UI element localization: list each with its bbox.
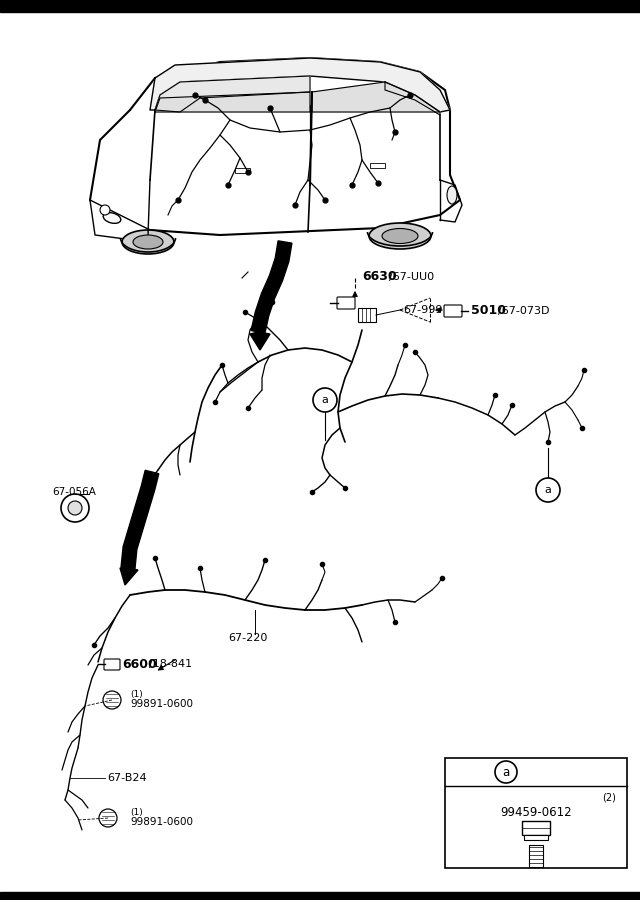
Text: (1): (1) bbox=[130, 689, 143, 698]
Text: 67-220: 67-220 bbox=[228, 633, 268, 643]
Text: 6600: 6600 bbox=[122, 658, 157, 670]
Polygon shape bbox=[90, 58, 460, 235]
Polygon shape bbox=[121, 471, 159, 569]
Circle shape bbox=[61, 494, 89, 522]
Polygon shape bbox=[120, 568, 138, 585]
Circle shape bbox=[495, 761, 517, 783]
Ellipse shape bbox=[133, 235, 163, 249]
Text: a: a bbox=[502, 766, 509, 778]
Text: 6630: 6630 bbox=[362, 271, 397, 284]
Text: a: a bbox=[545, 485, 552, 495]
Text: 67-056A: 67-056A bbox=[52, 487, 96, 497]
Polygon shape bbox=[155, 76, 310, 112]
Polygon shape bbox=[251, 241, 292, 334]
Text: 99459-0612: 99459-0612 bbox=[500, 806, 572, 819]
FancyBboxPatch shape bbox=[337, 297, 355, 309]
Circle shape bbox=[313, 388, 337, 412]
Ellipse shape bbox=[103, 212, 121, 223]
FancyBboxPatch shape bbox=[444, 305, 462, 317]
Ellipse shape bbox=[122, 230, 174, 254]
Bar bbox=[0, 0, 640, 12]
Circle shape bbox=[103, 691, 121, 709]
Circle shape bbox=[68, 501, 82, 515]
Text: (1): (1) bbox=[130, 807, 143, 816]
Bar bbox=[358, 308, 376, 322]
Ellipse shape bbox=[382, 229, 418, 244]
Bar bbox=[524, 835, 548, 840]
Circle shape bbox=[99, 809, 117, 827]
Bar bbox=[445, 758, 627, 868]
Bar bbox=[235, 168, 250, 173]
Ellipse shape bbox=[369, 223, 431, 249]
FancyBboxPatch shape bbox=[104, 659, 120, 670]
Polygon shape bbox=[385, 82, 440, 115]
Bar bbox=[0, 892, 640, 900]
Text: /18-841: /18-841 bbox=[149, 659, 192, 669]
Bar bbox=[370, 163, 385, 168]
Polygon shape bbox=[90, 200, 150, 242]
Text: 99891-0600: 99891-0600 bbox=[130, 699, 193, 709]
Polygon shape bbox=[250, 332, 270, 350]
Ellipse shape bbox=[447, 186, 457, 204]
Bar bbox=[529, 845, 543, 867]
Text: 67-B24: 67-B24 bbox=[107, 773, 147, 783]
Circle shape bbox=[536, 478, 560, 502]
Text: 67-999: 67-999 bbox=[403, 305, 442, 315]
Text: /67-073D: /67-073D bbox=[498, 306, 550, 316]
Polygon shape bbox=[312, 82, 440, 112]
Circle shape bbox=[100, 205, 110, 215]
Polygon shape bbox=[150, 58, 450, 112]
Text: a: a bbox=[321, 395, 328, 405]
Text: 5010: 5010 bbox=[471, 304, 506, 318]
Text: (2): (2) bbox=[602, 792, 616, 802]
Text: /67-UU0: /67-UU0 bbox=[389, 272, 434, 282]
Polygon shape bbox=[155, 92, 310, 112]
Text: 99891-0600: 99891-0600 bbox=[130, 817, 193, 827]
Bar bbox=[522, 821, 550, 835]
